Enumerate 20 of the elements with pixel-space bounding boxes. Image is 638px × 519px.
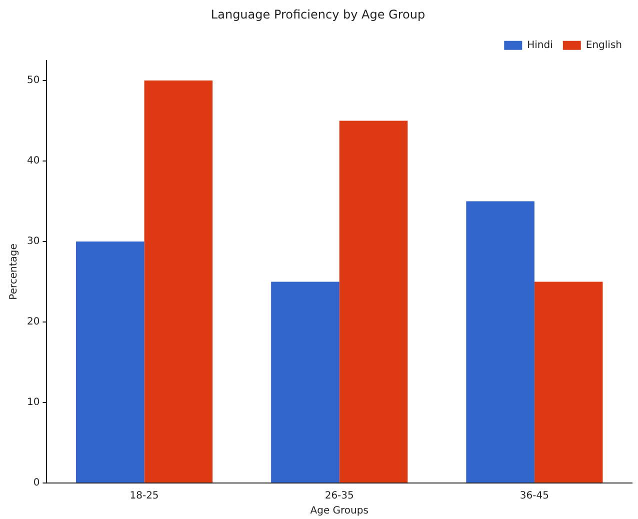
x-tick-label: 36-45 bbox=[520, 490, 549, 502]
y-tick-label: 50 bbox=[26, 75, 40, 86]
bar bbox=[76, 242, 144, 482]
x-axis-title: Age Groups bbox=[310, 506, 368, 517]
x-tick-label: 18-25 bbox=[130, 490, 159, 502]
x-tick-label: 26-35 bbox=[324, 490, 354, 502]
bar bbox=[271, 282, 340, 482]
y-tick-label: 20 bbox=[26, 316, 40, 328]
bar bbox=[534, 282, 603, 482]
y-tick-label: 0 bbox=[33, 478, 40, 489]
legend-label: English bbox=[586, 40, 622, 51]
y-tick-label: 10 bbox=[26, 397, 40, 408]
bar bbox=[466, 201, 534, 482]
y-tick-label: 40 bbox=[26, 156, 40, 167]
bar bbox=[339, 120, 408, 482]
bar bbox=[144, 80, 213, 482]
y-tick-label: 30 bbox=[26, 236, 40, 248]
y-axis-title: Percentage bbox=[8, 244, 20, 300]
chart-title: Language Proficiency by Age Group bbox=[210, 7, 426, 22]
legend-label: Hindi bbox=[527, 40, 553, 51]
